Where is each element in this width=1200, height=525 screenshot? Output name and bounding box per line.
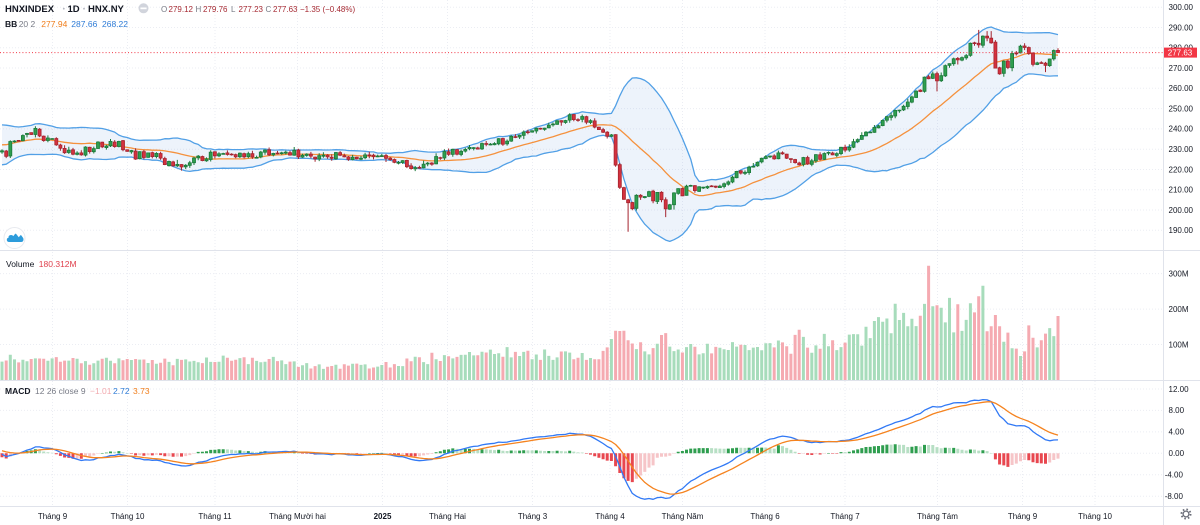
svg-text:H: H	[196, 5, 202, 14]
svg-text:287.66: 287.66	[71, 19, 97, 29]
svg-text:279.12: 279.12	[169, 5, 194, 14]
svg-text:Tháng Năm: Tháng Năm	[662, 512, 704, 521]
svg-text:−1.35 (−0.48%): −1.35 (−0.48%)	[300, 5, 355, 14]
svg-text:Tháng Hai: Tháng Hai	[429, 512, 466, 521]
svg-text:HNX.NY: HNX.NY	[88, 4, 125, 15]
svg-text:BB: BB	[5, 19, 17, 29]
svg-text:290.00: 290.00	[1169, 23, 1194, 32]
svg-text:-4.00: -4.00	[1165, 471, 1184, 480]
svg-text:3.73: 3.73	[133, 386, 150, 396]
svg-text:O: O	[161, 5, 167, 14]
svg-text:C: C	[266, 5, 272, 14]
svg-text:Tháng 7: Tháng 7	[830, 512, 860, 521]
svg-text:Tháng 11: Tháng 11	[198, 512, 232, 521]
svg-text:260.00: 260.00	[1169, 84, 1194, 93]
svg-text:Tháng 9: Tháng 9	[38, 512, 68, 521]
svg-text:240.00: 240.00	[1169, 125, 1194, 134]
svg-text:8.00: 8.00	[1169, 406, 1185, 415]
svg-text:1D: 1D	[68, 4, 80, 15]
svg-text:200.00: 200.00	[1169, 206, 1194, 215]
svg-text:HNXINDEX: HNXINDEX	[5, 4, 55, 15]
svg-text:Tháng Tám: Tháng Tám	[917, 512, 958, 521]
svg-text:MACD: MACD	[5, 386, 31, 396]
svg-text:210.00: 210.00	[1169, 186, 1194, 195]
svg-text:277.94: 277.94	[41, 19, 67, 29]
svg-text:300M: 300M	[1169, 269, 1189, 278]
svg-text:300.00: 300.00	[1169, 3, 1194, 12]
svg-text:277.63: 277.63	[273, 5, 298, 14]
svg-text:4.00: 4.00	[1169, 428, 1185, 437]
svg-text:Tháng 10: Tháng 10	[1078, 512, 1112, 521]
svg-text:279.76: 279.76	[203, 5, 228, 14]
svg-text:190.00: 190.00	[1169, 226, 1194, 235]
svg-text:100M: 100M	[1169, 340, 1189, 349]
svg-text:Tháng 9: Tháng 9	[1008, 512, 1038, 521]
svg-text:20 2: 20 2	[19, 19, 36, 29]
svg-text:Tháng 6: Tháng 6	[750, 512, 780, 521]
svg-text:12 26 close 9: 12 26 close 9	[35, 386, 86, 396]
svg-text:Tháng 10: Tháng 10	[111, 512, 145, 521]
svg-text:277.63: 277.63	[1168, 48, 1193, 57]
svg-text:2025: 2025	[374, 512, 392, 521]
svg-text:-8.00: -8.00	[1165, 492, 1184, 501]
svg-text:Volume: Volume	[6, 259, 35, 269]
svg-text:220.00: 220.00	[1169, 165, 1194, 174]
svg-text:Tháng Mười hai: Tháng Mười hai	[269, 512, 326, 521]
svg-text:268.22: 268.22	[102, 19, 128, 29]
svg-text:230.00: 230.00	[1169, 145, 1194, 154]
svg-text:200M: 200M	[1169, 305, 1189, 314]
svg-text:0.00: 0.00	[1169, 449, 1185, 458]
svg-text:Tháng 4: Tháng 4	[595, 512, 625, 521]
svg-text:12.00: 12.00	[1169, 385, 1190, 394]
svg-text:180.312M: 180.312M	[39, 259, 77, 269]
svg-text:270.00: 270.00	[1169, 64, 1194, 73]
svg-text:−1.01: −1.01	[90, 386, 112, 396]
svg-text:277.23: 277.23	[239, 5, 264, 14]
svg-text:Tháng 3: Tháng 3	[518, 512, 548, 521]
svg-text:2.72: 2.72	[113, 386, 130, 396]
svg-text:250.00: 250.00	[1169, 104, 1194, 113]
svg-text:L: L	[231, 5, 236, 14]
